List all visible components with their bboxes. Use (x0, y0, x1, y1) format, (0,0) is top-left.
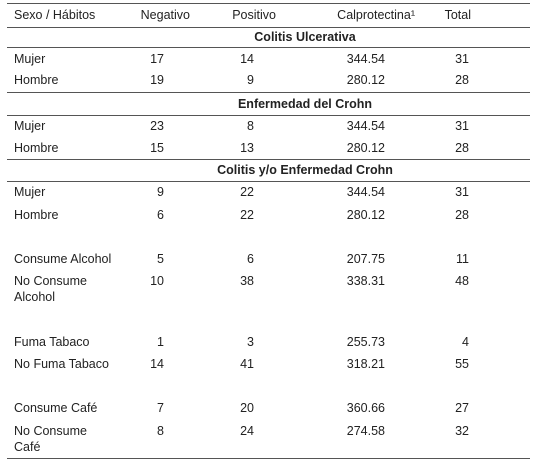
cell: 28 (455, 141, 469, 155)
cell: 38 (240, 274, 254, 288)
cell: 207.75 (346, 252, 385, 266)
header-cell: Negativo (140, 8, 190, 22)
rule (7, 3, 530, 4)
rule (7, 458, 530, 459)
rule (7, 27, 530, 28)
cell: 19 (150, 73, 164, 87)
cell: 27 (455, 401, 469, 415)
cell: 31 (455, 185, 469, 199)
header-cell: Calprotectina¹ (337, 8, 415, 22)
row-label: Consume Café (14, 401, 98, 415)
rule (7, 181, 530, 182)
header-cell: Sexo / Hábitos (14, 8, 96, 22)
cell: 23 (150, 119, 164, 133)
row-label: Mujer (14, 52, 46, 66)
cell: 31 (455, 52, 469, 66)
cell: 360.66 (346, 401, 385, 415)
cell: 7 (157, 401, 164, 415)
cell: 5 (157, 252, 164, 266)
rule (7, 159, 530, 160)
row-label: Hombre (14, 73, 59, 87)
cell: 6 (157, 208, 164, 222)
section-title: Enfermedad del Crohn (237, 97, 373, 111)
row-label: Fuma Tabaco (14, 335, 90, 349)
rule (7, 92, 530, 93)
cell: 22 (240, 185, 254, 199)
cell: 8 (157, 424, 164, 438)
cell: 32 (455, 424, 469, 438)
row-label: Mujer (14, 119, 46, 133)
row-label: No Consume Alcohol (14, 274, 87, 304)
cell: 6 (247, 252, 254, 266)
cell: 20 (240, 401, 254, 415)
cell: 28 (455, 208, 469, 222)
cell: 255.73 (346, 335, 385, 349)
cell: 274.58 (346, 424, 385, 438)
cell: 9 (247, 73, 254, 87)
cell: 10 (150, 274, 164, 288)
cell: 318.21 (346, 357, 385, 371)
cell: 344.54 (346, 119, 385, 133)
cell: 17 (150, 52, 164, 66)
cell: 9 (157, 185, 164, 199)
cell: 24 (240, 424, 254, 438)
cell: 31 (455, 119, 469, 133)
cell: 48 (455, 274, 469, 288)
row-label: Hombre (14, 141, 59, 155)
cell: 280.12 (346, 73, 385, 87)
cell: 22 (240, 208, 254, 222)
rule (7, 115, 530, 116)
section-title: Colitis Ulcerativa (254, 30, 356, 44)
row-label: Hombre (14, 208, 59, 222)
cell: 11 (456, 252, 469, 266)
header-cell: Positivo (232, 8, 276, 22)
row-label: Mujer (14, 185, 46, 199)
cell: 1 (157, 335, 164, 349)
cell: 55 (455, 357, 469, 371)
rule (7, 47, 530, 48)
row-label: Consume Alcohol (14, 252, 112, 266)
cell: 15 (150, 141, 164, 155)
cell: 8 (247, 119, 254, 133)
row-label: No Fuma Tabaco (14, 357, 109, 371)
cell: 344.54 (346, 185, 385, 199)
cell: 280.12 (346, 208, 385, 222)
cell: 28 (455, 73, 469, 87)
section-title: Colitis y/o Enfermedad Crohn (217, 163, 393, 177)
cell: 338.31 (346, 274, 385, 288)
cell: 14 (240, 52, 254, 66)
cell: 3 (247, 335, 254, 349)
header-cell: Total (444, 8, 471, 22)
cell: 13 (240, 141, 254, 155)
cell: 14 (150, 357, 164, 371)
cell: 4 (462, 335, 469, 349)
cell: 344.54 (346, 52, 385, 66)
row-label: No Consume Café (14, 424, 87, 454)
cell: 280.12 (346, 141, 385, 155)
cell: 41 (240, 357, 254, 371)
